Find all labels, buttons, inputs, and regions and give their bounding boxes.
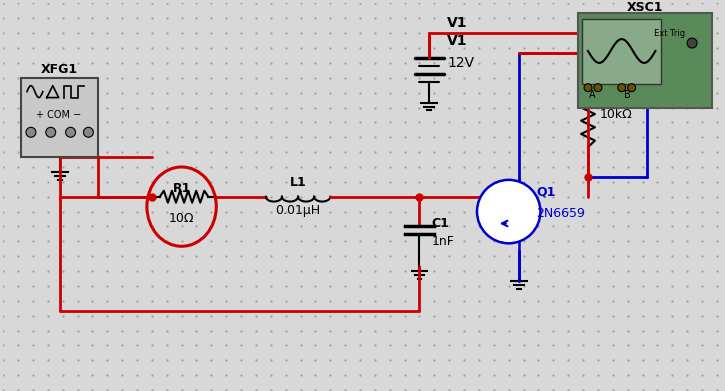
Text: V1: V1 (447, 16, 468, 30)
Text: 12V: 12V (447, 56, 474, 70)
Circle shape (618, 84, 626, 91)
Circle shape (46, 127, 56, 137)
Circle shape (26, 127, 36, 137)
Text: L1: L1 (290, 176, 307, 189)
FancyBboxPatch shape (582, 19, 661, 84)
Text: XFG1: XFG1 (41, 63, 78, 76)
Circle shape (687, 38, 697, 48)
Text: 2N6659: 2N6659 (536, 207, 585, 220)
Text: 10kΩ: 10kΩ (600, 108, 633, 121)
Circle shape (628, 84, 636, 91)
Text: XSC1: XSC1 (626, 1, 663, 14)
Text: Q1: Q1 (536, 185, 556, 198)
Text: 10Ω: 10Ω (169, 212, 194, 225)
Text: + COM −: + COM − (36, 110, 81, 120)
FancyBboxPatch shape (21, 78, 99, 157)
Text: Ext Trig: Ext Trig (654, 29, 685, 38)
Text: R1: R1 (173, 182, 191, 195)
Text: 1nF: 1nF (431, 235, 455, 248)
FancyBboxPatch shape (578, 13, 712, 108)
Text: R2: R2 (600, 91, 618, 104)
Text: 0.01μH: 0.01μH (276, 204, 320, 217)
Circle shape (594, 84, 602, 91)
Circle shape (83, 127, 94, 137)
Circle shape (584, 84, 592, 91)
Circle shape (66, 127, 75, 137)
Text: A: A (589, 90, 595, 100)
Text: B: B (624, 90, 631, 100)
Circle shape (477, 180, 540, 243)
Text: C1: C1 (431, 217, 450, 230)
Text: V1: V1 (447, 34, 468, 48)
